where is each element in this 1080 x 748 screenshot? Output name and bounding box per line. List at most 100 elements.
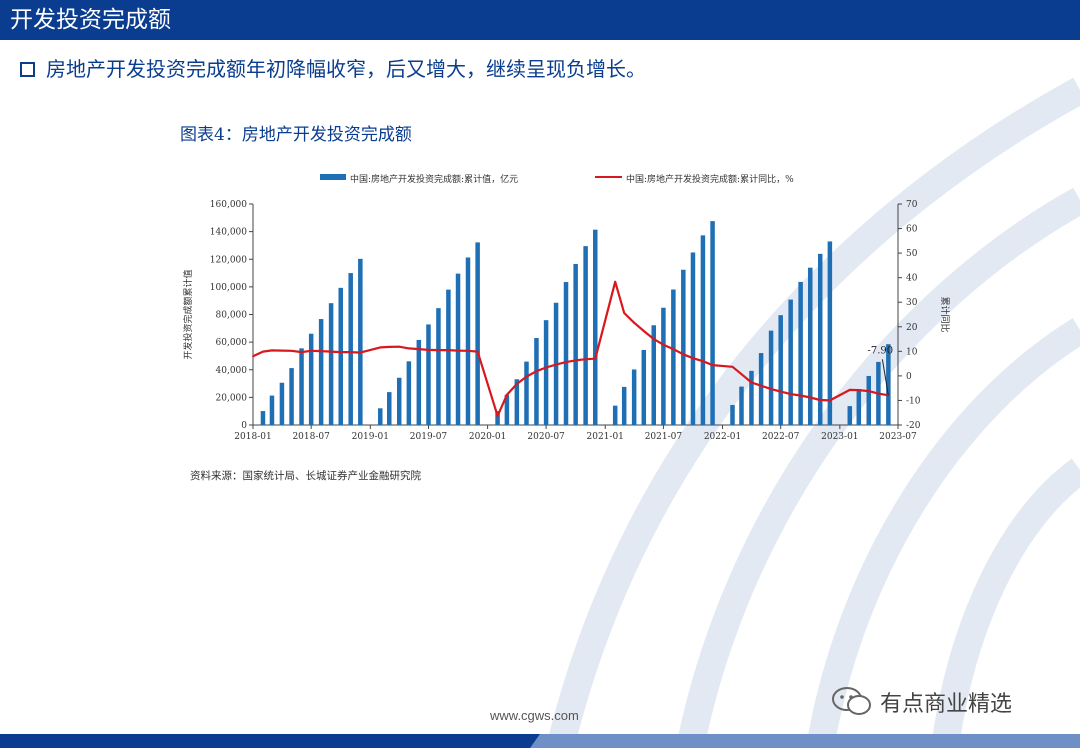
line-point	[281, 349, 283, 352]
line-point	[731, 365, 734, 368]
bar	[358, 258, 363, 425]
line-point	[702, 360, 704, 363]
x-tick-label: 2022-07	[762, 432, 800, 442]
bar	[563, 282, 569, 425]
y-right-tick-label: 40	[906, 274, 918, 284]
bar	[436, 308, 441, 425]
bar	[279, 382, 285, 425]
x-tick-label: 2022-01	[704, 432, 741, 442]
line-point	[770, 388, 772, 391]
y-right-tick-label: 60	[906, 225, 918, 235]
bar	[348, 273, 353, 425]
line-point	[692, 357, 694, 360]
line-point	[555, 363, 557, 366]
x-tick-label: 2021-01	[587, 432, 624, 442]
bar	[749, 370, 754, 425]
footer-url: www.cgws.com	[490, 708, 579, 723]
bar	[260, 411, 266, 425]
bar	[495, 411, 500, 425]
bar	[289, 368, 294, 425]
bar	[455, 273, 461, 425]
line-point	[662, 343, 665, 346]
bar	[798, 281, 803, 425]
line-point	[379, 346, 382, 349]
legend-bar-swatch	[320, 174, 346, 180]
x-tick-label: 2019-01	[352, 432, 389, 442]
line-point	[496, 415, 499, 417]
line-point	[711, 364, 714, 366]
line-point	[476, 350, 479, 353]
line-point	[388, 346, 391, 348]
bar	[739, 386, 744, 425]
x-tick-label: 2019-07	[410, 432, 448, 442]
line-point	[320, 350, 323, 352]
y-left-tick-label: 140,000	[210, 228, 247, 238]
x-tick-label: 2023-07	[879, 432, 917, 442]
bar	[524, 361, 529, 425]
bar	[396, 377, 402, 425]
y-left-tick-label: 100,000	[210, 283, 247, 293]
bar	[308, 333, 314, 425]
bar	[328, 303, 334, 425]
bar	[768, 330, 774, 425]
line-point	[652, 338, 655, 340]
y-left-tick-label: 120,000	[210, 255, 247, 265]
line-point	[300, 351, 303, 353]
bar	[827, 241, 833, 425]
x-tick-label: 2021-07	[645, 432, 683, 442]
line-point	[417, 348, 420, 351]
bar	[612, 405, 618, 425]
title-bar: 开发投资完成额	[0, 0, 1080, 40]
line-point	[779, 390, 782, 393]
y-right-tick-label: -10	[906, 396, 921, 406]
line-point	[467, 349, 469, 352]
line-point	[252, 355, 254, 358]
line-point	[848, 388, 851, 391]
bar	[446, 289, 451, 425]
chart-axes: 0 20,000 40,000 60,000 80,000 100,000 120,000 1…	[182, 200, 950, 442]
bar	[710, 221, 715, 425]
chart-legend: 中国:房地产开发投资完成额:累计值，亿元 中国:房地产开发投资完成额:累计同比，%	[320, 173, 794, 185]
line-point	[584, 358, 587, 361]
line-point	[407, 347, 410, 350]
line-point	[789, 393, 792, 395]
line-point	[437, 349, 440, 352]
bar	[808, 267, 813, 425]
line-point	[867, 390, 870, 393]
line-point	[857, 389, 860, 392]
y-right-tick-label: 30	[906, 298, 918, 308]
line-point	[633, 321, 636, 324]
bar	[378, 408, 383, 425]
bullet-text: 房地产开发投资完成额年初降幅收窄，后又增大，继续呈现负增长。	[46, 57, 646, 81]
line-point	[457, 349, 459, 352]
bar	[387, 392, 392, 425]
line-point	[750, 381, 753, 384]
line-point	[760, 384, 762, 387]
wechat-icon	[832, 687, 871, 715]
figure-title: 图表4：房地产开发投资完成额	[180, 125, 412, 145]
x-tick-label: 2020-01	[469, 432, 506, 442]
y-right-tick-label: -20	[906, 421, 921, 431]
y-left-tick-label: 80,000	[216, 311, 248, 321]
bar	[681, 269, 686, 425]
x-tick-label: 2023-01	[821, 432, 858, 442]
bar	[866, 375, 872, 425]
y-left-tick-label: 40,000	[216, 366, 248, 376]
line-point	[427, 348, 430, 351]
y-right-tick-label: 50	[906, 249, 918, 259]
watermark-text: 有点商业精选	[880, 692, 1013, 717]
line-point	[828, 399, 831, 402]
bar	[661, 307, 666, 425]
line-point	[447, 349, 450, 352]
line-point	[515, 383, 518, 385]
bar	[416, 339, 422, 425]
bar	[758, 353, 764, 425]
bar	[788, 299, 793, 425]
bar	[534, 337, 539, 425]
bar	[651, 325, 657, 425]
chart-annotation: -7.90	[868, 345, 893, 396]
line-point	[809, 396, 812, 399]
bar	[269, 395, 275, 425]
bullet-square-icon	[20, 62, 35, 77]
line-point	[672, 348, 675, 351]
